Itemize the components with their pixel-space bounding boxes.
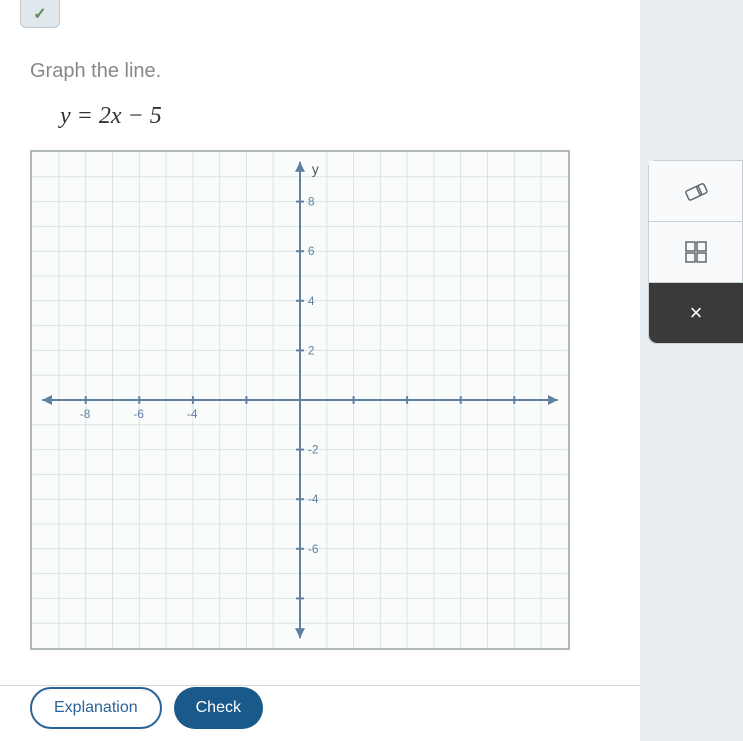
x-tick-label: -4 <box>187 407 198 421</box>
eraser-icon <box>682 181 710 201</box>
divider <box>0 685 640 686</box>
equation-text: y = 2x − 5 <box>60 103 610 130</box>
y-tick-label: 4 <box>308 294 315 308</box>
x-tick-label: -8 <box>80 407 91 421</box>
y-tick-label: 6 <box>308 244 315 258</box>
y-tick-label: 8 <box>308 195 315 209</box>
tool-panel: × <box>648 160 743 344</box>
graph-area[interactable]: -8 -6 -4 8 6 4 2 -2 -4 -6 y <box>30 150 570 650</box>
y-tick-label: -6 <box>308 542 319 556</box>
grid-icon <box>684 240 708 264</box>
y-tick-label: 2 <box>308 343 315 357</box>
explanation-button[interactable]: Explanation <box>30 687 162 729</box>
grid-tool-button[interactable] <box>649 222 743 282</box>
check-button[interactable]: Check <box>174 687 263 729</box>
y-tick-label: -4 <box>308 492 319 506</box>
x-tick-label: -6 <box>133 407 144 421</box>
instruction-text: Graph the line. <box>30 60 610 83</box>
close-icon: × <box>690 300 703 326</box>
y-tick-label: -2 <box>308 443 319 457</box>
dropdown-tab[interactable]: ✓ <box>20 0 60 28</box>
close-button[interactable]: × <box>649 283 743 343</box>
main-panel: ✓ Graph the line. y = 2x − 5 <box>0 0 640 741</box>
y-axis-label: y <box>312 161 319 177</box>
button-row: Explanation Check <box>30 687 263 729</box>
eraser-tool-button[interactable] <box>649 161 743 221</box>
coordinate-plane[interactable]: -8 -6 -4 8 6 4 2 -2 -4 -6 y <box>32 152 568 648</box>
checkmark-icon: ✓ <box>33 4 46 24</box>
